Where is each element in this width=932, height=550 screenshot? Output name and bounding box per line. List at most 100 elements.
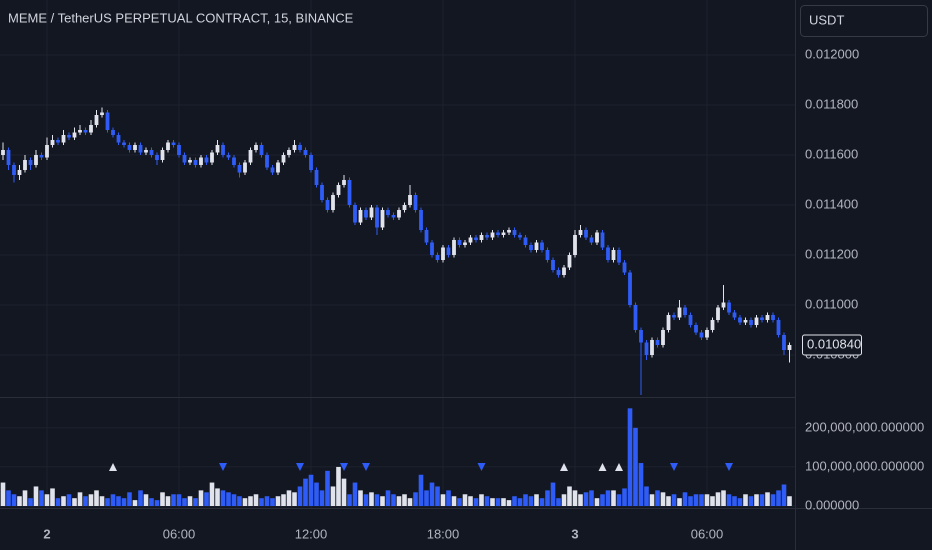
volume-bar [72, 498, 77, 506]
volume-bar [759, 494, 765, 506]
volume-bar [776, 490, 781, 506]
volume-bar [512, 496, 517, 506]
candle-body [743, 320, 748, 323]
volume-bar [380, 496, 385, 506]
volume-bar [490, 498, 495, 506]
candle-body [1, 150, 5, 155]
volume-bar [506, 500, 512, 506]
candle-body [215, 145, 220, 153]
candle-body [89, 125, 93, 133]
candle-body [727, 302, 731, 313]
volume-bar [710, 496, 715, 506]
volume-bar [325, 470, 330, 506]
signal-up [615, 463, 623, 471]
candle-body [248, 150, 253, 163]
x-tick-label: 06:00 [691, 526, 724, 541]
candle-body [204, 157, 209, 163]
candle-body [721, 302, 726, 308]
volume-bar [198, 490, 204, 506]
volume-bar [363, 494, 369, 506]
volume-bar [154, 500, 160, 506]
volume-bar [649, 494, 655, 506]
candle-body [325, 200, 330, 210]
signal-down [219, 463, 227, 471]
signal-down [725, 463, 733, 471]
candle-body [369, 207, 374, 218]
volume-bar [693, 494, 699, 506]
candle-body [155, 155, 159, 160]
candle-body [358, 210, 363, 223]
volume-bar [391, 494, 396, 506]
volume-bar [644, 486, 649, 506]
currency[interactable]: USDT [809, 12, 844, 27]
candle-body [501, 232, 506, 235]
candle-body [578, 230, 583, 235]
signal-down [670, 463, 678, 471]
candle-body [391, 215, 396, 218]
candle-body [573, 235, 577, 255]
volume-bar [121, 498, 127, 506]
candle-body [677, 307, 682, 318]
currency-box[interactable] [800, 5, 928, 37]
candle-body [23, 160, 27, 170]
y-tick-label: 0.011800 [805, 96, 858, 111]
volume-bar [418, 474, 424, 506]
volume-bar [429, 482, 435, 506]
volume-bar [33, 486, 39, 506]
candle-body [650, 340, 654, 355]
candle-body [408, 195, 412, 205]
volume-bar [594, 498, 600, 506]
x-tick-label: 18:00 [427, 526, 460, 541]
candle-body [270, 167, 275, 173]
volume-bar [275, 496, 281, 506]
candle-body [182, 155, 187, 163]
volume-bar [479, 494, 484, 506]
candle-body [782, 335, 786, 350]
price-pane [1, 107, 792, 395]
y-tick-label: 0.011400 [805, 196, 858, 211]
volume-bar [281, 494, 286, 506]
volume-bar [50, 488, 55, 506]
candle-body [534, 242, 539, 250]
candle-body [127, 145, 132, 150]
candle-body [166, 142, 170, 150]
candle-body [562, 267, 566, 275]
volume-bar [699, 494, 704, 506]
candle-body [133, 145, 137, 150]
volume-bar [341, 478, 347, 506]
volume-bar [737, 498, 743, 506]
volume-bar [616, 494, 622, 506]
volume-bar [787, 496, 792, 506]
volume-bar [440, 494, 446, 506]
chart-title: MEME / TetherUS PERPETUAL CONTRACT, 15, … [8, 10, 354, 25]
candle-body [446, 247, 451, 255]
candle-body [435, 255, 440, 260]
volume-bar [11, 494, 17, 506]
candle-body [281, 155, 286, 163]
volume-bar [517, 498, 523, 506]
candle-body [17, 170, 22, 175]
candle-body [457, 240, 462, 245]
candle-body [149, 150, 154, 155]
volume-bar [286, 490, 292, 506]
candle-body [694, 325, 698, 333]
volume-bar [721, 490, 726, 506]
signal-down [362, 463, 370, 471]
candle-body [413, 195, 418, 210]
volume-bar [468, 496, 473, 506]
y-tick-label: 0.011000 [805, 296, 858, 311]
y-tick-label: 0.011200 [805, 246, 858, 261]
candle-body [309, 155, 313, 170]
candle-body [94, 115, 99, 125]
candle-body [116, 135, 121, 143]
candle-body [342, 180, 346, 185]
volume-bar [187, 496, 193, 506]
y-tick-label: 0.012000 [805, 46, 859, 61]
candle-body [633, 305, 638, 330]
volume-bar [457, 498, 462, 506]
volume-bar [402, 494, 407, 506]
volume-bar [407, 498, 413, 506]
candle-body [765, 315, 770, 320]
volume-bar [264, 496, 270, 506]
candle-body [331, 195, 335, 210]
